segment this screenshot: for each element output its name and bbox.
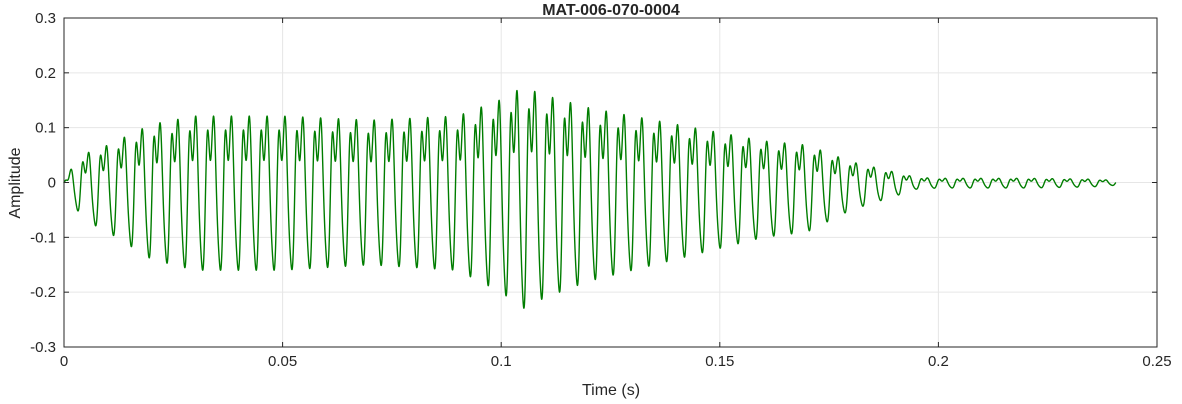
y-tick-label: 0.1	[35, 120, 56, 137]
x-tick-label: 0	[60, 353, 68, 370]
x-tick-label: 0.1	[491, 353, 512, 370]
waveform-series	[63, 89, 1117, 309]
y-tick-label: 0.3	[35, 10, 56, 27]
x-tick-label: 0.05	[268, 353, 297, 370]
x-axis-label: Time (s)	[581, 382, 641, 399]
tick-labels: 0 0.05 0.1 0.15 0.2 0.25 -0.3 -0.2 -0.1 0 0.1 0.2 0.…	[30, 10, 1171, 370]
y-tick-label: -0.3	[30, 339, 56, 356]
y-tick-label: 0	[48, 175, 56, 192]
chart-title: MAT-006-070-0004	[542, 2, 680, 19]
y-tick-label: -0.2	[30, 284, 56, 301]
x-tick-label: 0.15	[705, 353, 734, 370]
waveform-path	[63, 89, 1117, 309]
x-tick-label: 0.25	[1142, 353, 1171, 370]
y-tick-label: -0.1	[30, 229, 56, 246]
tick-marks	[63, 17, 1158, 348]
grid-lines	[64, 18, 1157, 347]
y-tick-label: 0.2	[35, 65, 56, 82]
x-tick-label: 0.2	[928, 353, 949, 370]
